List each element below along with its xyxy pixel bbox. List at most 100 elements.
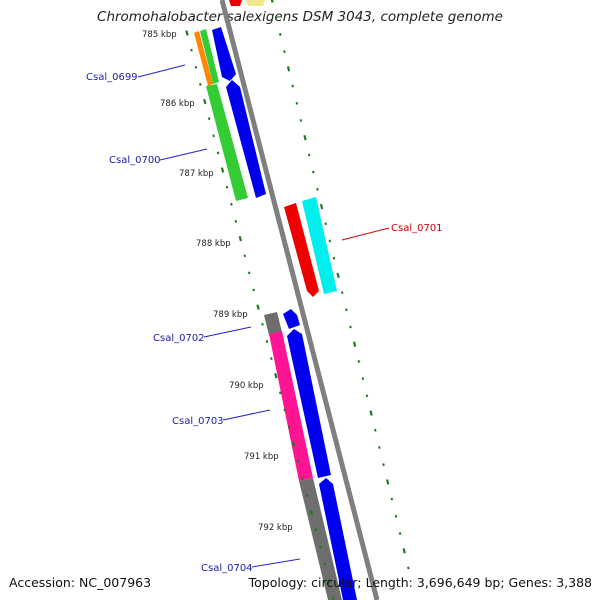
tick-mark — [279, 391, 282, 395]
tick-mark — [307, 153, 311, 157]
tick-mark — [212, 134, 215, 138]
callout-csal-0701 — [341, 227, 390, 241]
tick-mark — [243, 254, 247, 258]
tick-mark — [314, 528, 318, 532]
callout-csal-0704 — [251, 558, 301, 568]
tick-mark — [369, 410, 373, 416]
feature-csal-0704-gray[interactable] — [299, 478, 342, 600]
feature-yellow-top[interactable] — [246, 0, 265, 6]
feature-cds-0704-blue[interactable] — [319, 478, 357, 600]
feature-csal-0701-cyan[interactable] — [302, 197, 337, 294]
gene-label-csal-0699[interactable]: Csal_0699 — [86, 72, 138, 83]
tick-mark — [295, 101, 299, 105]
gene-label-csal-0704[interactable]: Csal_0704 — [201, 563, 253, 574]
gene-label-csal-0702[interactable]: Csal_0702 — [153, 333, 205, 344]
tick-mark — [336, 272, 340, 279]
kbp-tick-785: 785 kbp — [142, 30, 177, 40]
feature-cds-0700-blue[interactable] — [226, 80, 266, 198]
tick-mark — [318, 545, 322, 549]
tick-mark — [261, 322, 264, 326]
tick-mark — [220, 167, 225, 173]
kbp-tick-788: 788 kbp — [196, 239, 231, 249]
tick-mark — [287, 425, 291, 429]
feature-red-top[interactable] — [229, 0, 242, 6]
tick-mark — [382, 463, 385, 467]
tick-mark — [194, 65, 198, 69]
tick-mark — [398, 532, 402, 535]
kbp-tick-786: 786 kbp — [160, 99, 195, 109]
tick-mark — [283, 408, 286, 412]
tick-mark — [386, 479, 390, 485]
callout-csal-0699 — [137, 64, 186, 78]
tick-mark — [374, 428, 377, 432]
tick-mark — [378, 446, 381, 449]
tick-mark — [296, 459, 300, 463]
tick-mark — [332, 256, 336, 260]
right-tick-ruler — [270, 0, 410, 570]
tick-mark — [234, 220, 238, 223]
tick-mark — [238, 235, 242, 242]
callout-csal-0702 — [203, 326, 252, 338]
accession-text: Accession: NC_007963 — [9, 575, 152, 590]
feature-csal-0699-green[interactable] — [200, 29, 219, 84]
tick-mark — [270, 0, 274, 3]
tick-mark — [203, 98, 207, 105]
tick-mark — [247, 271, 251, 275]
feature-csal-0700-green[interactable] — [206, 84, 248, 201]
kbp-tick-787: 787 kbp — [179, 169, 214, 179]
tick-mark — [301, 477, 304, 480]
tick-mark — [324, 222, 327, 226]
tick-mark — [286, 66, 291, 72]
tick-mark — [190, 48, 193, 52]
kbp-tick-790: 790 kbp — [229, 381, 264, 391]
tick-mark — [327, 578, 331, 584]
feature-csal-0701-red[interactable] — [284, 203, 319, 297]
tick-mark — [303, 135, 307, 141]
tick-mark — [361, 377, 365, 381]
tick-mark — [394, 514, 398, 518]
tick-mark — [225, 185, 229, 189]
tick-mark — [312, 170, 315, 174]
tick-mark — [299, 119, 303, 122]
tick-mark — [199, 82, 202, 86]
kbp-tick-792: 792 kbp — [258, 523, 293, 533]
tick-mark — [357, 360, 360, 363]
gene-label-csal-0700[interactable]: Csal_0700 — [109, 155, 161, 166]
topology-text: Topology: circular; Length: 3,696,649 bp… — [248, 575, 592, 590]
tick-mark — [332, 596, 335, 600]
tick-mark — [216, 151, 220, 155]
gene-label-csal-0701[interactable]: Csal_0701 — [391, 223, 443, 234]
tick-mark — [270, 357, 273, 360]
callout-csal-0700 — [159, 148, 208, 161]
tick-mark — [252, 288, 255, 292]
tick-mark — [291, 441, 296, 447]
tick-mark — [365, 394, 369, 398]
tick-mark — [207, 117, 211, 121]
feature-cds-0703-blue[interactable] — [287, 329, 331, 478]
feature-csal-0703-magenta[interactable] — [269, 331, 313, 481]
tick-mark — [340, 291, 344, 294]
tick-mark — [316, 187, 319, 191]
backbone-line — [219, 0, 380, 600]
tick-mark — [407, 566, 410, 570]
tick-mark — [279, 33, 282, 36]
feature-cds-0702-blue[interactable] — [283, 309, 300, 329]
tick-mark — [274, 372, 278, 379]
tick-mark — [305, 494, 309, 498]
tick-mark — [309, 510, 314, 516]
gene-label-csal-0703[interactable]: Csal_0703 — [172, 416, 224, 427]
tick-mark — [390, 497, 394, 501]
tick-mark — [345, 308, 348, 312]
tick-mark — [352, 341, 357, 347]
tick-mark — [402, 548, 406, 554]
tick-mark — [349, 325, 352, 329]
tick-mark — [274, 15, 278, 19]
map-title: Chromohalobacter salexigens DSM 3043, co… — [97, 9, 503, 25]
callout-csal-0703 — [222, 409, 271, 421]
tick-mark — [291, 84, 294, 88]
feature-cds-0699-blue[interactable] — [212, 27, 236, 81]
feature-csal-0702-gray[interactable] — [264, 312, 282, 335]
feature-csal-0699-orange[interactable] — [194, 31, 213, 86]
tick-mark — [265, 339, 269, 343]
